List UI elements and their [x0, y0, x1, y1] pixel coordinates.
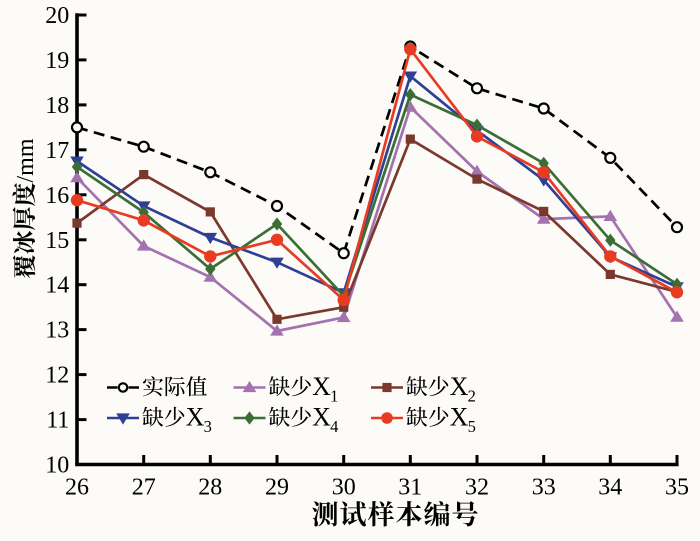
svg-text:26: 26: [65, 475, 89, 501]
svg-text:X: X: [450, 372, 469, 401]
svg-text:32: 32: [465, 475, 489, 501]
svg-text:19: 19: [45, 48, 69, 74]
svg-text:4: 4: [330, 417, 338, 436]
svg-text:11: 11: [46, 408, 69, 434]
svg-text:27: 27: [132, 475, 156, 501]
svg-text:X: X: [312, 372, 331, 401]
svg-text:30: 30: [332, 475, 356, 501]
svg-text:33: 33: [532, 475, 556, 501]
svg-text:20: 20: [45, 3, 69, 29]
svg-text:1: 1: [330, 387, 338, 406]
svg-text:10: 10: [45, 453, 69, 479]
svg-text:12: 12: [45, 363, 69, 389]
svg-text:X: X: [450, 403, 469, 432]
svg-text:/mm: /mm: [13, 138, 39, 182]
svg-text:5: 5: [468, 417, 476, 436]
svg-text:17: 17: [45, 138, 69, 164]
svg-text:29: 29: [265, 475, 289, 501]
svg-text:16: 16: [45, 183, 69, 209]
svg-text:31: 31: [398, 475, 422, 501]
svg-text:13: 13: [45, 318, 69, 344]
svg-text:14: 14: [45, 273, 69, 299]
svg-text:34: 34: [598, 475, 622, 501]
svg-text:3: 3: [204, 417, 212, 436]
svg-text:2: 2: [468, 387, 476, 406]
svg-text:X: X: [186, 403, 205, 432]
svg-text:18: 18: [45, 93, 69, 119]
svg-text:35: 35: [665, 475, 689, 501]
svg-text:28: 28: [198, 475, 222, 501]
svg-text:X: X: [312, 403, 331, 432]
svg-text:15: 15: [45, 228, 69, 254]
